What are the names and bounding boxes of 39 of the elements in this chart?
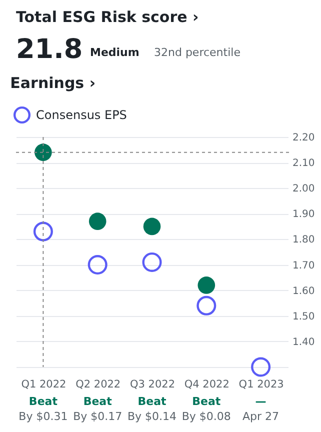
text: Beat	[28, 395, 58, 408]
text: Beat	[83, 395, 112, 408]
text: 32nd percentile	[154, 46, 241, 59]
legend-label: Consensus EPS	[36, 108, 127, 122]
text: Beat	[138, 395, 166, 408]
x-tick-label: Q1 2022	[21, 378, 66, 390]
text: Medium	[90, 46, 140, 59]
text: 21.8	[16, 34, 83, 65]
y-tick-label: 2.00	[292, 184, 315, 195]
point	[34, 144, 52, 161]
text: Total ESG Risk score ›	[16, 8, 199, 26]
text: By $0.08	[182, 410, 231, 423]
text: By $0.17	[73, 410, 122, 423]
text: Beat	[192, 395, 221, 408]
text: Apr 27	[242, 410, 280, 423]
y-tick-label: 1.40	[292, 336, 315, 348]
y-tick-label: 2.10	[292, 158, 315, 170]
x-tick-label: Q2 2022	[76, 378, 121, 390]
x-tick-label: Q3 2022	[130, 378, 176, 390]
point	[88, 255, 108, 275]
point	[142, 252, 162, 272]
y-tick-label: 1.50	[292, 311, 315, 322]
point	[251, 357, 271, 377]
y-tick-label: 1.80	[292, 234, 315, 246]
text: By $0.31	[18, 410, 68, 423]
point	[88, 212, 106, 230]
chart-title: Earnings ›	[10, 74, 96, 92]
x-tick-label: Q1 2023	[238, 378, 284, 390]
x-tick-label: Q4 2022	[184, 378, 230, 390]
point	[198, 276, 216, 294]
text: —	[255, 395, 266, 408]
text: By $0.14	[127, 410, 177, 423]
y-tick-label: 1.70	[292, 260, 315, 272]
y-tick-label: 2.20	[292, 132, 315, 144]
y-tick-label: 1.90	[292, 209, 315, 220]
point	[143, 218, 161, 236]
point	[33, 222, 53, 242]
point	[196, 296, 216, 316]
y-tick-label: 1.60	[292, 286, 315, 297]
